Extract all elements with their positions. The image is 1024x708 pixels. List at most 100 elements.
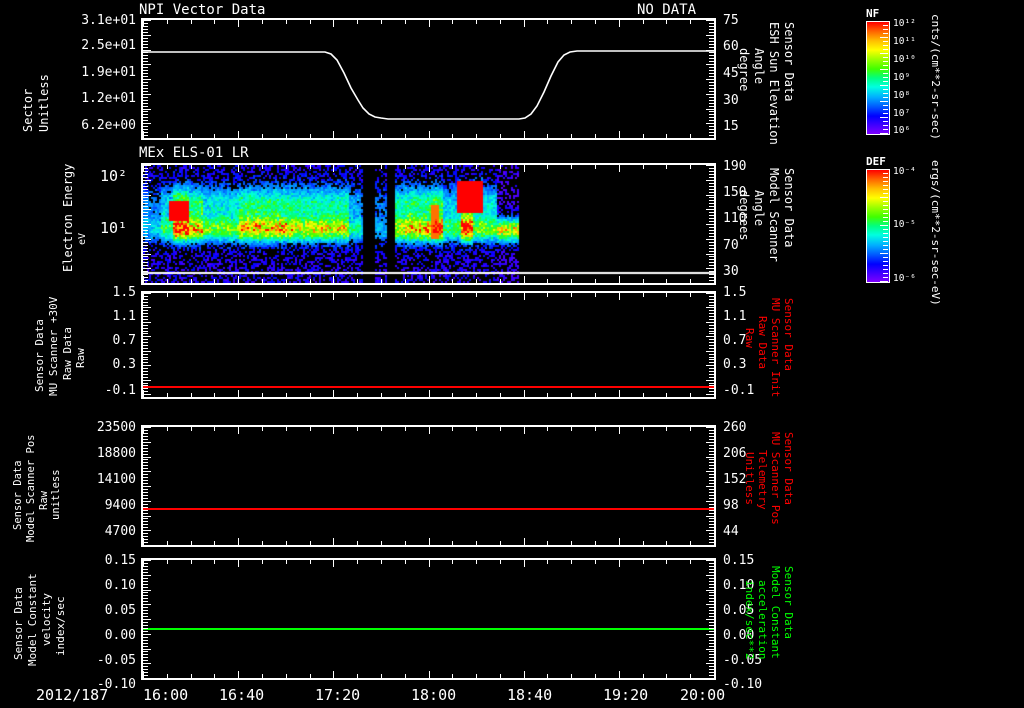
x-tick — [595, 20, 597, 24]
y-tick — [709, 483, 714, 485]
colorbar-def[interactable] — [866, 169, 890, 283]
colorbar-tick — [880, 281, 888, 282]
colorbar-tick — [880, 101, 888, 102]
x-tick — [666, 393, 668, 397]
y-tick — [706, 336, 714, 338]
colorbar-def-tick-0: 10⁻⁴ — [893, 166, 916, 177]
colorbar-nf[interactable] — [866, 21, 890, 135]
y-tick — [709, 117, 714, 119]
x-tick — [452, 165, 454, 169]
x-tick — [690, 20, 692, 24]
y-tick — [709, 565, 714, 567]
x-tick — [690, 165, 692, 169]
y-tick — [709, 215, 714, 217]
colorbar-tick — [883, 257, 888, 258]
y-tick — [706, 500, 714, 502]
x-tick — [214, 279, 216, 283]
y-tick — [709, 87, 714, 89]
x-tick — [476, 541, 478, 545]
x-tick — [642, 279, 644, 283]
y-tick — [143, 224, 151, 225]
x-tick — [642, 427, 644, 431]
x-tick — [499, 20, 501, 24]
x-tick — [309, 20, 311, 24]
panel3-left-axis-label-4: Raw — [74, 348, 87, 368]
y-tick — [143, 93, 151, 95]
y-tick — [143, 76, 148, 78]
x-tick — [523, 427, 525, 434]
y-tick — [709, 657, 714, 659]
y-tick — [709, 232, 714, 234]
y-tick — [143, 394, 151, 396]
y-tick — [143, 22, 148, 24]
x-tick — [190, 134, 192, 138]
x-tick — [404, 393, 406, 397]
x-tick — [452, 541, 454, 545]
y-tick — [143, 339, 148, 341]
panel-5-frame[interactable] — [141, 558, 716, 680]
panel-3-frame[interactable] — [141, 291, 716, 399]
y-tick — [143, 539, 148, 541]
y-tick — [709, 84, 714, 86]
y-tick — [143, 359, 148, 361]
x-tick — [285, 541, 287, 545]
y-tick — [706, 64, 714, 66]
x-tick — [143, 131, 144, 138]
y-tick — [709, 672, 714, 674]
y-tick — [143, 256, 148, 258]
y-tick — [143, 120, 148, 122]
y-tick — [709, 533, 714, 535]
x-tick — [309, 134, 311, 138]
y-tick — [709, 506, 714, 508]
panel2-right-axis-label-3: Angle — [752, 190, 766, 227]
colorbar-tick — [883, 181, 888, 182]
colorbar-tick — [883, 129, 888, 130]
panel3-ytick-0: 1.5 — [112, 285, 136, 300]
y-tick — [143, 129, 148, 131]
y-tick — [709, 645, 714, 647]
x-tick — [571, 165, 573, 169]
y-tick — [709, 271, 714, 273]
y-tick — [143, 616, 148, 618]
x-tick — [285, 427, 287, 431]
x-tick — [690, 541, 692, 545]
y-tick — [706, 574, 714, 576]
panel2-ytick-1: 10¹ — [100, 219, 128, 237]
x-tick — [190, 427, 192, 431]
y-tick — [143, 218, 148, 220]
y-tick — [143, 194, 151, 196]
panel3-right-axis-label-2: MU Scanner Init — [769, 298, 782, 398]
x-tick — [309, 393, 311, 397]
panel1-ytick-1: 2.5e+01 — [81, 38, 136, 53]
panel5-right-axis-label-3: acceleration — [756, 580, 769, 660]
y-tick — [143, 295, 148, 297]
x-tick — [309, 674, 311, 678]
y-tick — [143, 203, 148, 205]
colorbar-tick — [883, 273, 888, 274]
y-tick — [709, 613, 714, 615]
y-tick — [706, 486, 714, 487]
time-axis-date: 2012/187 — [36, 686, 109, 704]
y-tick — [143, 238, 151, 240]
colorbar-def-tick-1: 10⁻⁵ — [893, 219, 916, 230]
panel3-ytick-right-0: 1.5 — [723, 285, 747, 300]
y-tick — [143, 444, 148, 446]
x-tick — [499, 279, 501, 283]
x-tick — [523, 293, 525, 300]
panel5-left-axis-label-3: velocity — [40, 593, 53, 646]
y-tick — [709, 524, 714, 526]
y-tick — [143, 633, 151, 635]
panel-4-frame[interactable] — [141, 425, 716, 547]
electron-energy-spectrogram[interactable] — [143, 165, 714, 283]
x-tick — [476, 20, 478, 24]
y-tick — [143, 627, 148, 629]
colorbar-tick — [883, 241, 888, 242]
y-tick — [143, 353, 148, 355]
colorbar-nf-tick-5: 10⁷ — [893, 108, 911, 119]
panel3-right-axis-label-1: Sensor Data — [782, 298, 795, 371]
x-tick — [571, 674, 573, 678]
y-tick — [143, 247, 148, 249]
time-axis-tick-2: 17:20 — [315, 686, 361, 704]
y-tick — [143, 342, 148, 344]
x-tick — [238, 131, 240, 138]
